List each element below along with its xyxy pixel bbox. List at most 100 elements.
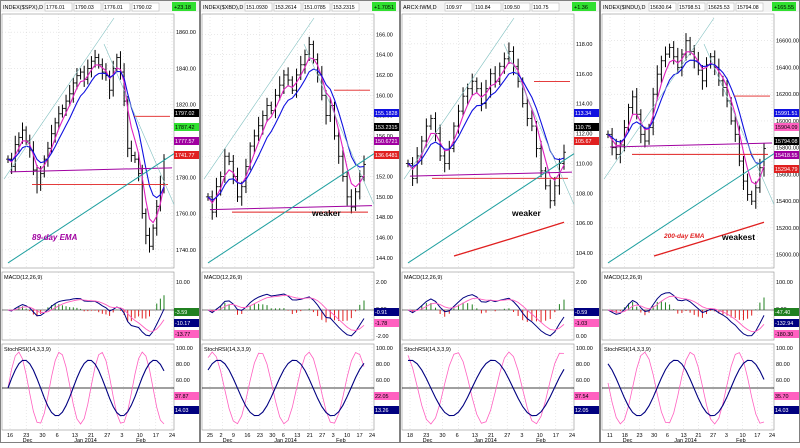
price-tick-label: 104.00: [576, 251, 593, 257]
header-value-box: [444, 2, 473, 12]
subpanel-frame: [601, 343, 775, 431]
price-badge-text: 15294.79: [775, 167, 797, 173]
price-badge-text: 136.6481: [375, 153, 397, 159]
x-tick-label: 23: [636, 433, 642, 439]
macd-badge-text: -1.03: [575, 321, 587, 327]
header-value-box: [273, 2, 302, 12]
price-tick-label: 1760.00: [176, 212, 196, 218]
macd-signal-line: [407, 297, 565, 331]
price-badge-text: 15418.55: [775, 153, 797, 159]
stoch-tick-label: 80.00: [776, 362, 790, 368]
price-badge: [174, 137, 199, 145]
x-tick-label: 17: [754, 433, 760, 439]
price-tick-label: 118.00: [576, 42, 592, 48]
price-tick-label: 15000.00: [776, 253, 799, 259]
macd-signal-line: [607, 295, 765, 333]
x-tick-label: 21: [695, 433, 701, 439]
header-value-box: [244, 2, 273, 12]
x-tick-label: 30: [439, 433, 445, 439]
macd-label: MACD(12,26,9): [4, 275, 42, 281]
macd-badge-text: -3.59: [175, 310, 187, 316]
header-value: 151.0785: [304, 5, 326, 11]
macd-line: [607, 292, 765, 337]
annotation-text: 89-day EMA: [32, 233, 78, 242]
x-tick-label: 30: [39, 433, 45, 439]
ema-long-line: [209, 205, 373, 211]
x-tick-label: 30: [651, 433, 657, 439]
macd-badge-text: -0.91: [375, 310, 387, 316]
price-tick-label: 16600.00: [776, 39, 799, 45]
stoch-tick-label: 100.00: [376, 346, 393, 352]
macd-label: MACD(12,26,9): [604, 275, 642, 281]
price-tick-label: 144.00: [376, 256, 393, 262]
stoch-k-line: [7, 351, 165, 425]
price-tick-label: 146.00: [376, 236, 393, 242]
x-tick-label: 3: [520, 433, 523, 439]
x-tick-label: 27: [710, 433, 716, 439]
macd-badge: [174, 330, 199, 338]
trend-line: [407, 153, 575, 264]
price-tick-label: 16200.00: [776, 92, 799, 98]
x-tick-label: 2: [219, 433, 222, 439]
price-tick-label: 108.00: [576, 191, 593, 197]
price-tick-label: 148.00: [376, 215, 393, 221]
header-value: 1790.02: [133, 5, 152, 11]
price-tick-label: 1840.00: [176, 66, 196, 72]
month-label: Jan 2014: [74, 438, 97, 443]
header-value: 153.2315: [333, 5, 355, 11]
price-badge-text: 1787.42: [175, 125, 195, 131]
header-value-box: [531, 2, 560, 12]
stoch-badge: [774, 406, 799, 414]
header-value: 110.84: [475, 5, 491, 11]
ema-mid-line: [607, 59, 765, 165]
macd-badge-text: -132.94: [775, 321, 793, 327]
x-tick-label: 21: [88, 433, 94, 439]
price-tick-label: 150.00: [376, 195, 393, 201]
ema-short-line: [207, 57, 365, 204]
x-tick-label: 18: [622, 433, 628, 439]
price-badge-text: 110.75: [575, 125, 591, 131]
x-tick-label: 24: [769, 433, 775, 439]
price-badge-text: 155.1828: [375, 111, 397, 117]
header-symbol: ARCX:IWM,D: [403, 5, 437, 11]
month-label: Dec: [23, 438, 33, 443]
x-tick-label: 13: [681, 433, 687, 439]
ema-mid-line: [407, 71, 565, 168]
subpanel-frame: [1, 343, 175, 431]
x-tick-label: 10: [537, 433, 543, 439]
x-tick-label: 23: [423, 433, 429, 439]
change-value: +165.55: [774, 5, 794, 11]
stoch-tick-label: 100.00: [576, 346, 593, 352]
header-value-box: [131, 2, 160, 12]
panel-4: INDEX($INDU),D 15630.64 15798.51 15625.53 15…: [600, 0, 800, 444]
stoch-badge-text: 13.26: [375, 408, 389, 414]
stoch-badge-text: 35.70: [775, 394, 789, 400]
x-tick-label: 6: [56, 433, 59, 439]
price-tick-label: 112.00: [576, 132, 592, 138]
price-tick-label: 15600.00: [776, 172, 799, 178]
price-badge-text: 153.2315: [375, 125, 397, 131]
header-value-box: [102, 2, 131, 12]
x-tick-label: 18: [407, 433, 413, 439]
stoch-k-line: [207, 351, 365, 425]
macd-badge: [174, 319, 199, 327]
channel-line: [603, 17, 715, 180]
header-value: 1776.01: [46, 5, 65, 11]
x-tick-label: 6: [456, 433, 459, 439]
month-label: Dec: [423, 438, 433, 443]
header-value-box: [677, 2, 706, 12]
macd-tick-label: 0.00: [576, 334, 587, 340]
panel-1: INDEX($SPX),D 1776.01 1790.03 1776.01 1790.0…: [0, 0, 200, 444]
header-value: 110.75: [533, 5, 549, 11]
price-tick-label: 156.00: [376, 134, 393, 140]
header-value-box: [73, 2, 102, 12]
macd-badge: [774, 319, 799, 327]
price-tick-label: 15800.00: [776, 146, 799, 152]
x-tick-label: 6: [282, 433, 285, 439]
x-tick-label: 10: [740, 433, 746, 439]
price-tick-label: 15200.00: [776, 226, 799, 232]
price-tick-label: 15400.00: [776, 199, 799, 205]
price-tick-label: 1740.00: [176, 248, 196, 254]
macd-badge: [574, 319, 599, 327]
macd-tick-label: 2.00: [376, 280, 387, 286]
